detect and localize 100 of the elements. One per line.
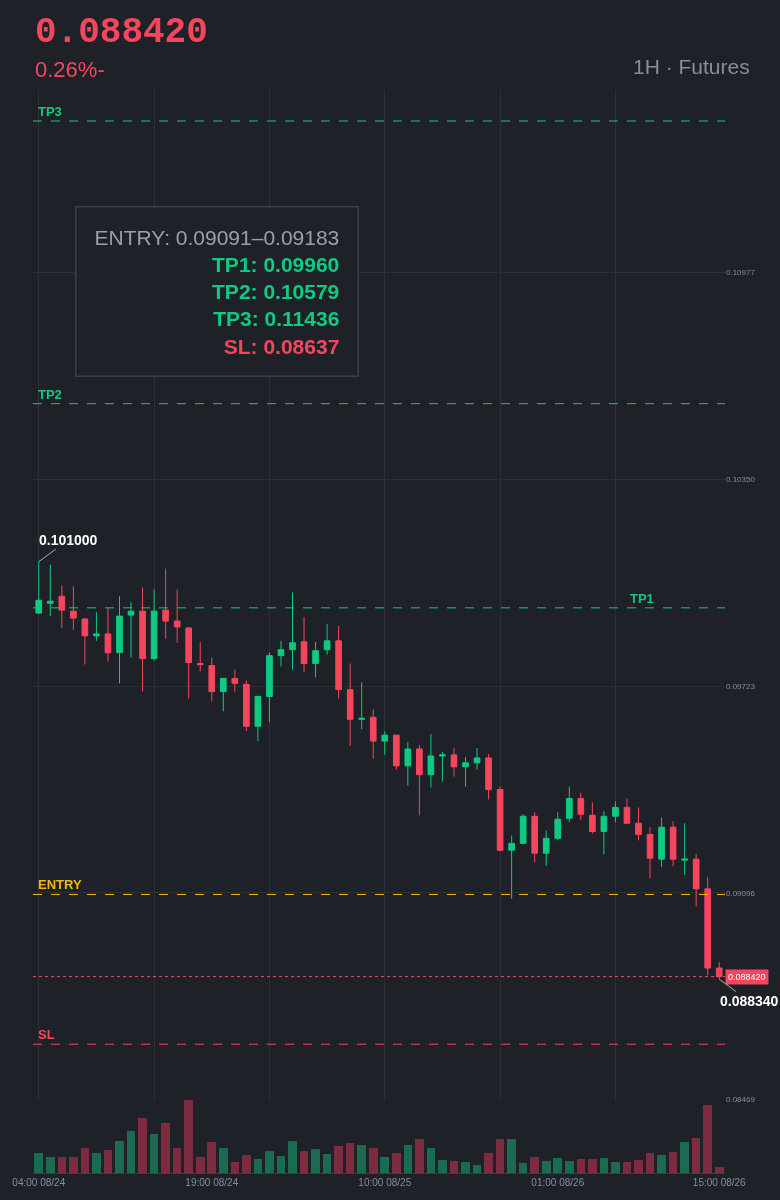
candlestick: [439, 751, 446, 783]
bar: [600, 1157, 608, 1173]
text: 1H · Futures: [633, 55, 750, 78]
bar: [346, 1142, 354, 1173]
y-tick-label: 0.10350: [726, 475, 756, 484]
candlestick: [208, 657, 216, 702]
bar: [461, 1161, 470, 1173]
bar: [496, 1138, 504, 1173]
candlestick: [300, 616, 308, 673]
annotation: TP2: 0.10579: [212, 280, 340, 304]
x-tick-label: 10:00 08/25: [358, 1177, 412, 1188]
bar: [646, 1152, 654, 1173]
bar: [69, 1156, 78, 1173]
bar: [611, 1161, 620, 1173]
candlestick: [496, 786, 504, 852]
candlestick: [231, 669, 239, 693]
bar: [519, 1162, 527, 1173]
candlestick: [277, 640, 285, 668]
annotation: SL: 0.08637: [223, 334, 340, 358]
candlestick: [243, 679, 250, 732]
bar: [323, 1153, 331, 1173]
candlestick: [392, 734, 400, 771]
candlestick: [70, 585, 77, 631]
bar: [184, 1099, 193, 1173]
bar: [438, 1159, 447, 1173]
bar: [104, 1149, 112, 1173]
ref-line-label: 0.088420: [728, 972, 766, 982]
bar: [127, 1130, 135, 1173]
candlestick: [681, 822, 688, 876]
bar: [369, 1147, 378, 1173]
bar: [115, 1140, 124, 1173]
bar: [311, 1148, 320, 1173]
bar: [692, 1137, 700, 1173]
candlestick: [416, 744, 423, 816]
bar: [34, 1152, 43, 1173]
candlestick: [116, 595, 123, 684]
bar: [161, 1122, 170, 1173]
bar: [507, 1138, 516, 1173]
bar: [427, 1147, 435, 1173]
candlestick: [600, 810, 608, 855]
candlestick: [658, 816, 665, 868]
bar: [404, 1144, 412, 1173]
candlestick: [612, 800, 619, 823]
candlestick: [162, 568, 169, 640]
candlestick: [565, 786, 573, 823]
candlestick: [427, 733, 435, 789]
bar: [473, 1164, 481, 1173]
candlestick: [485, 753, 492, 800]
bar: [150, 1133, 158, 1173]
candlestick: [58, 584, 66, 629]
candlestick: [531, 811, 539, 863]
candlestick: [473, 747, 481, 771]
candlestick: [635, 806, 642, 841]
candlestick: [81, 617, 89, 666]
candlestick: [669, 820, 677, 867]
candlestick: [358, 681, 366, 730]
candlestick: [589, 801, 596, 834]
bar: [542, 1160, 551, 1173]
bar: [657, 1154, 666, 1173]
bar: [207, 1141, 216, 1173]
candlestick: [554, 811, 562, 841]
candlestick: [623, 797, 631, 824]
candlestick: [404, 741, 412, 787]
y-tick-label: 0.08469: [726, 1095, 756, 1105]
candlestick: [577, 792, 585, 821]
bar: [623, 1161, 631, 1173]
bar: [265, 1150, 274, 1173]
bar: [669, 1151, 677, 1173]
candlestick: [542, 829, 550, 867]
y-tick-label: 0.09723: [726, 681, 756, 691]
candlestick: [173, 588, 181, 644]
candlestick: [335, 625, 342, 700]
bar: [680, 1141, 689, 1173]
bar: [450, 1160, 458, 1173]
candlestick: [266, 652, 273, 723]
annotation: 0.101000: [39, 532, 98, 548]
candlestick: [462, 756, 469, 788]
chart-title: 0.088420: [35, 12, 208, 53]
bar: [484, 1152, 493, 1173]
candlestick: [254, 695, 262, 742]
candlestick: [508, 834, 515, 900]
candlestick: [139, 586, 146, 693]
x-tick-label: 01:00 08/26: [531, 1177, 585, 1188]
bar: [565, 1160, 574, 1173]
y-tick-label: 0.10977: [726, 268, 756, 278]
bar: [334, 1145, 343, 1173]
bar: [288, 1140, 297, 1173]
ref-line-label: TP1: [630, 591, 654, 606]
candlestick: [346, 663, 354, 747]
candlestick: [219, 677, 227, 712]
annotation: 0.088340: [720, 993, 779, 1009]
candlestick: [312, 641, 319, 678]
candlestick: [692, 853, 700, 908]
candlestick: [381, 730, 389, 756]
x-tick-label: 19:00 08/24: [185, 1177, 239, 1188]
bar: [92, 1152, 101, 1173]
bar: [380, 1156, 389, 1173]
candlestick: [196, 641, 204, 672]
bar: [219, 1147, 228, 1173]
bar: [254, 1158, 262, 1173]
